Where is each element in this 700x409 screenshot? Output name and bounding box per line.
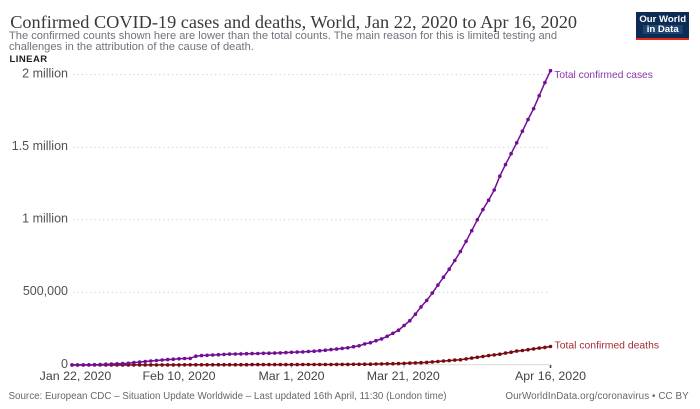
svg-text:500,000: 500,000 — [23, 284, 68, 298]
svg-text:Total confirmed cases: Total confirmed cases — [554, 70, 653, 81]
svg-text:Total confirmed deaths: Total confirmed deaths — [555, 340, 660, 351]
svg-text:0: 0 — [61, 357, 68, 371]
svg-text:Apr 16, 2020: Apr 16, 2020 — [515, 369, 586, 383]
svg-text:1 million: 1 million — [22, 212, 68, 226]
svg-text:Mar 1, 2020: Mar 1, 2020 — [258, 369, 324, 383]
svg-text:Jan 22, 2020: Jan 22, 2020 — [40, 369, 112, 383]
svg-text:Mar 21, 2020: Mar 21, 2020 — [367, 369, 440, 383]
svg-text:1.5 million: 1.5 million — [12, 139, 68, 153]
svg-text:2 million: 2 million — [22, 66, 68, 80]
svg-text:Feb 10, 2020: Feb 10, 2020 — [142, 369, 215, 383]
